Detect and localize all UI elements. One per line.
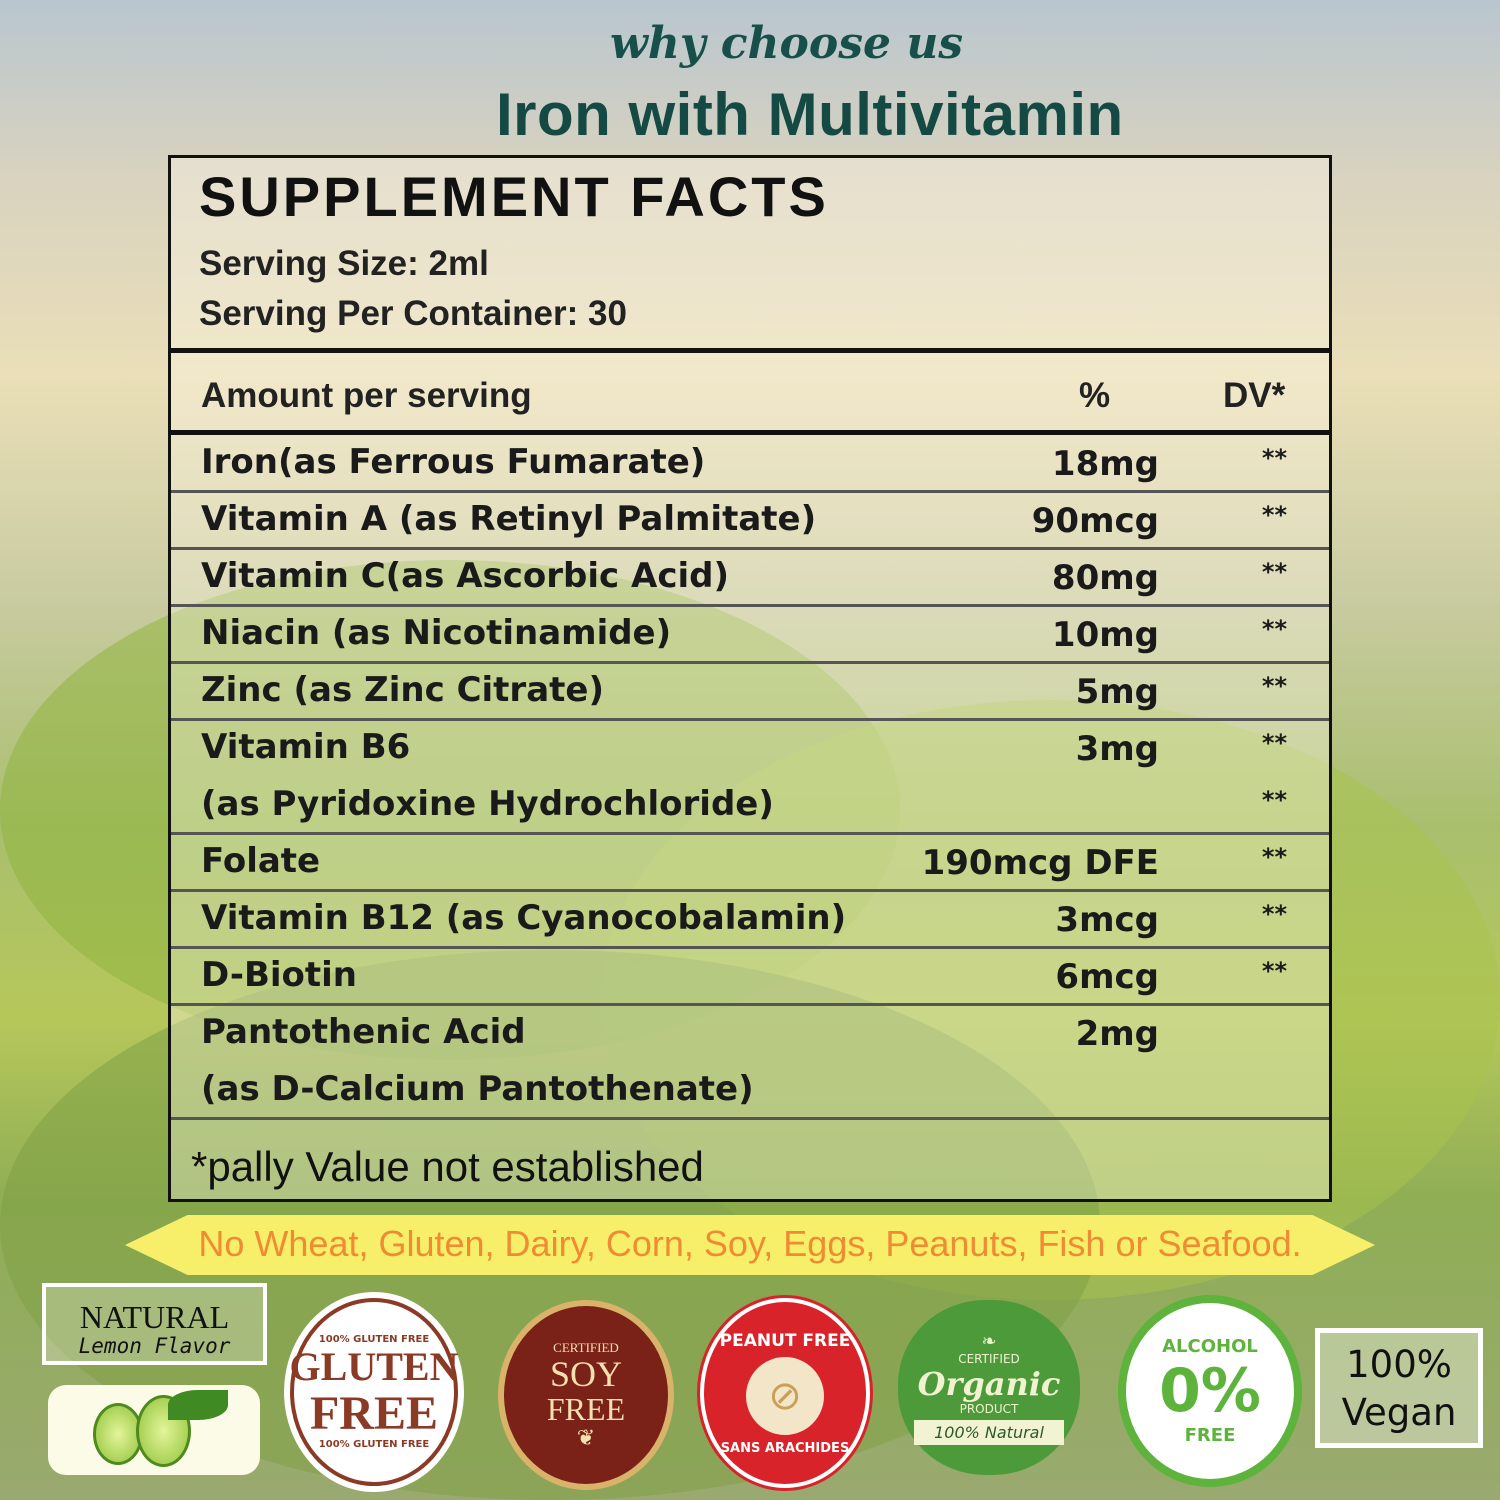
nutrient-name: Folate bbox=[201, 841, 321, 881]
allergen-banner: No Wheat, Gluten, Dairy, Corn, Soy, Eggs… bbox=[125, 1215, 1375, 1275]
nutrient-row: Folate 190mcg DFE ** bbox=[171, 835, 1329, 892]
serving-size: Serving Size: 2ml bbox=[199, 244, 489, 283]
nutrient-name: Vitamin A (as Retinyl Palmitate) bbox=[201, 499, 817, 539]
nutrient-amount: 3mg bbox=[1075, 729, 1159, 769]
nutrient-amount: 6mcg bbox=[1055, 957, 1159, 997]
column-header-row: Amount per serving % DV* bbox=[171, 358, 1329, 433]
nutrient-dv: ** bbox=[1261, 900, 1287, 928]
leaf-icon: ❧ bbox=[981, 1330, 997, 1352]
gluten-free-badge: 100% GLUTEN FREE GLUTEN FREE 100% GLUTEN… bbox=[290, 1298, 458, 1486]
nutrient-dv: ** bbox=[1261, 729, 1287, 757]
vegan-percent: 100% bbox=[1346, 1343, 1452, 1386]
nutrient-amount: 18mg bbox=[1051, 444, 1159, 484]
badge-text: 100% GLUTEN FREE bbox=[318, 1439, 430, 1450]
laurel-icon: ❦ bbox=[576, 1425, 596, 1451]
col-amount: Amount per serving bbox=[201, 376, 532, 415]
nutrient-row: Vitamin B12 (as Cyanocobalamin) 3mcg ** bbox=[171, 892, 1329, 949]
nutrient-dv: ** bbox=[1261, 615, 1287, 643]
nutrient-row: Vitamin C(as Ascorbic Acid) 80mg ** bbox=[171, 550, 1329, 607]
facts-title: SUPPLEMENT FACTS bbox=[199, 165, 829, 228]
tagline: why choose us bbox=[610, 18, 964, 69]
nutrient-row: Zinc (as Zinc Citrate) 5mg ** bbox=[171, 664, 1329, 721]
col-dv: DV* bbox=[1223, 376, 1286, 415]
nutrient-dv: ** bbox=[1261, 957, 1287, 985]
nutrient-name: Vitamin B6 bbox=[201, 727, 411, 767]
natural-text: NATURAL bbox=[79, 1299, 230, 1335]
badge-text: CERTIFIED bbox=[553, 1339, 619, 1355]
badge-ribbon: 100% Natural bbox=[914, 1419, 1064, 1445]
nutrient-amount: 3mcg bbox=[1055, 900, 1159, 940]
nutrient-dv: ** bbox=[1261, 558, 1287, 586]
nutrient-dv: ** bbox=[1261, 501, 1287, 529]
nutrient-row: D-Biotin 6mcg ** bbox=[171, 949, 1329, 1006]
allergen-text: No Wheat, Gluten, Dairy, Corn, Soy, Eggs… bbox=[198, 1223, 1302, 1264]
vegan-label: 100% Vegan bbox=[1315, 1328, 1483, 1448]
nutrient-amount: 5mg bbox=[1075, 672, 1159, 712]
nutrient-row: Niacin (as Nicotinamide) 10mg ** bbox=[171, 607, 1329, 664]
nutrient-amount: 2mg bbox=[1075, 1014, 1159, 1054]
peanut-crossed-icon: ⊘ bbox=[740, 1350, 830, 1441]
badge-text: PRODUCT bbox=[959, 1401, 1019, 1416]
nutrient-name: D-Biotin bbox=[201, 955, 358, 995]
badge-text: FREE bbox=[1184, 1425, 1236, 1446]
nutrient-dv: ** bbox=[1261, 786, 1287, 814]
nutrient-name: Iron(as Ferrous Fumarate) bbox=[201, 442, 706, 482]
nutrient-amount: 90mcg bbox=[1031, 501, 1159, 541]
nutrient-row: Iron(as Ferrous Fumarate) 18mg ** bbox=[171, 436, 1329, 493]
supplement-facts-panel: SUPPLEMENT FACTS Serving Size: 2ml Servi… bbox=[168, 155, 1332, 1202]
natural-flavor-label: NATURAL Lemon Flavor bbox=[42, 1283, 267, 1365]
nutrient-name: Vitamin C(as Ascorbic Acid) bbox=[201, 556, 730, 596]
nutrient-amount: 10mg bbox=[1051, 615, 1159, 655]
flavor-text: Lemon Flavor bbox=[78, 1334, 231, 1358]
alcohol-free-badge: ALCOHOL 0% FREE bbox=[1118, 1295, 1302, 1487]
nutrient-name: Pantothenic Acid bbox=[201, 1012, 526, 1052]
nutrient-form: (as D-Calcium Pantothenate) bbox=[201, 1069, 754, 1109]
product-title: Iron with Multivitamin bbox=[496, 81, 1124, 148]
nutrient-name: Niacin (as Nicotinamide) bbox=[201, 613, 672, 653]
servings-per-container: Serving Per Container: 30 bbox=[199, 294, 627, 333]
nutrient-row: Vitamin B6 (as Pyridoxine Hydrochloride) 3… bbox=[171, 721, 1329, 835]
badge-text: ALCOHOL bbox=[1162, 1336, 1258, 1357]
badge-text: Organic bbox=[917, 1364, 1061, 1403]
nutrient-amount: 80mg bbox=[1051, 558, 1159, 598]
peanut-free-badge: PEANUT FREE ⊘ SANS ARACHIDES bbox=[700, 1298, 870, 1488]
badge-text: PEANUT FREE bbox=[719, 1330, 851, 1351]
badge-text: SOY bbox=[549, 1353, 623, 1394]
divider bbox=[171, 348, 1329, 353]
badge-text: 0% bbox=[1159, 1356, 1261, 1426]
badge-text: CERTIFIED bbox=[958, 1351, 1020, 1366]
badge-text: 100% GLUTEN FREE bbox=[318, 1334, 430, 1345]
footnote: *pally Value not established bbox=[191, 1143, 704, 1190]
badge-text: GLUTEN bbox=[289, 1344, 459, 1389]
lime-image bbox=[48, 1385, 260, 1475]
nutrient-dv: ** bbox=[1261, 444, 1287, 472]
organic-badge: ❧ CERTIFIED Organic PRODUCT 100% Natural bbox=[898, 1300, 1080, 1475]
badge-text: FREE bbox=[546, 1390, 626, 1427]
nutrient-form: (as Pyridoxine Hydrochloride) bbox=[201, 784, 774, 824]
soy-free-badge: CERTIFIED SOY FREE ❦ bbox=[498, 1300, 674, 1490]
nutrient-amount: 190mcg DFE bbox=[921, 843, 1159, 883]
nutrient-row: Pantothenic Acid (as D-Calcium Pantothena… bbox=[171, 1006, 1329, 1120]
nutrient-row: Vitamin A (as Retinyl Palmitate) 90mcg ** bbox=[171, 493, 1329, 550]
nutrient-name: Vitamin B12 (as Cyanocobalamin) bbox=[201, 898, 847, 938]
nutrient-dv: ** bbox=[1261, 672, 1287, 700]
nutrient-dv: ** bbox=[1261, 843, 1287, 871]
divider bbox=[171, 430, 1329, 435]
nutrient-name: Zinc (as Zinc Citrate) bbox=[201, 670, 604, 710]
badge-text: FREE bbox=[309, 1387, 438, 1440]
badge-text: SANS ARACHIDES bbox=[720, 1440, 850, 1456]
vegan-text: Vegan bbox=[1341, 1391, 1457, 1434]
col-percent: % bbox=[1079, 376, 1111, 415]
